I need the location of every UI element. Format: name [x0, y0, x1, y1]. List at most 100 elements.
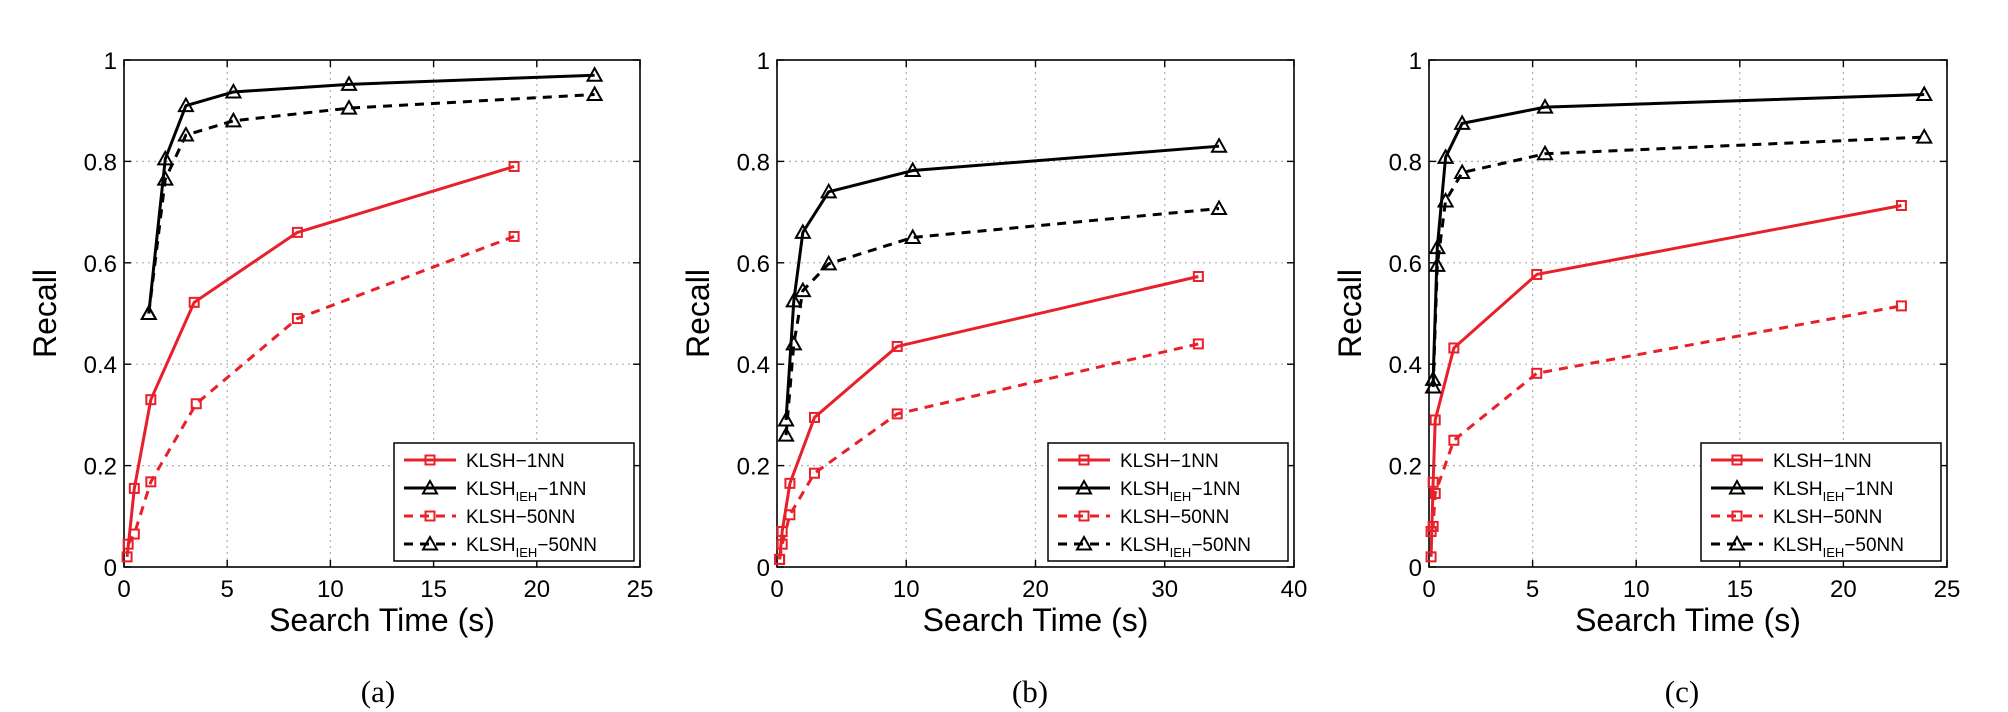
p3-legend: KLSH−1NN KLSHIEH−1NN KLSH−50NN KLSHIEH−50NN	[1700, 442, 1942, 562]
p3-data-point	[1915, 85, 1933, 101]
p2-data-point	[1192, 338, 1204, 350]
p3-legend-label: KLSHIEH−50NN	[1773, 535, 1904, 560]
p2-y-tick-label: 0.2	[737, 454, 770, 481]
p1-data-point	[508, 230, 520, 242]
p1-data-point	[177, 96, 195, 113]
p1-data-point	[128, 482, 140, 494]
p1-y-axis-label: Recall	[27, 269, 63, 358]
p2-y-tick-label: 0	[757, 555, 770, 582]
p1-series-line	[125, 165, 515, 558]
p2-data-point	[1210, 137, 1228, 153]
p3-data-point	[1428, 256, 1446, 272]
p2-data-point	[819, 254, 838, 271]
p3-series-line	[1431, 92, 1925, 380]
p1-series-line	[147, 92, 595, 314]
p2-data-point	[777, 410, 795, 427]
p3-x-tick-label: 20	[1830, 576, 1857, 603]
caption-a: (a)	[361, 674, 395, 709]
p2-y-tick-label: 1	[757, 48, 770, 75]
p1-legend: KLSH−1NN KLSHIEH−1NN KLSH−50NN KLSHIEH−50NN	[393, 442, 635, 562]
p3-legend-marker	[1731, 510, 1743, 522]
p3-x-tick-label: 15	[1726, 576, 1753, 603]
p1-data-point	[340, 99, 358, 115]
p3-data-point	[1425, 551, 1437, 563]
chart-panel-c: 0 5 10 15 20 25 0 0.2 0.4 0.6 0.8 1 Search Time (s) R…	[1332, 48, 1960, 638]
p2-data-point	[777, 426, 795, 442]
p2-data-point	[784, 477, 796, 489]
p1-y-tick-label: 1	[104, 48, 117, 75]
p1-x-axis-label: Search Time (s)	[269, 602, 495, 638]
p1-data-point	[190, 398, 202, 410]
caption-c: (c)	[1665, 674, 1699, 709]
p1-legend-marker	[421, 478, 439, 495]
p3-data-point	[1429, 487, 1441, 499]
p2-data-point	[819, 182, 838, 199]
p1-x-tick-label: 25	[627, 576, 654, 603]
p2-data-point	[794, 223, 812, 239]
p2-data-point	[794, 281, 812, 298]
p1-series-4	[140, 85, 604, 320]
p1-series-line	[126, 235, 515, 545]
p2-y-tick-label: 0.6	[737, 251, 770, 278]
p1-y-tick-label: 0.6	[84, 251, 117, 278]
p3-axes-frame	[1428, 59, 1948, 568]
p3-data-point	[1531, 268, 1543, 280]
p2-legend-label: KLSHIEH−50NN	[1120, 535, 1251, 560]
p3-data-point	[1427, 520, 1439, 532]
p2-data-point	[1210, 199, 1228, 216]
p1-data-point	[224, 82, 243, 99]
p1-data-point	[145, 476, 157, 488]
p2-data-point	[891, 408, 903, 420]
p1-legend-marker	[421, 534, 439, 551]
p3-legend-marker	[1731, 454, 1743, 466]
p3-data-point	[1429, 414, 1441, 426]
p2-legend-marker	[1078, 510, 1090, 522]
p3-data-point	[1536, 98, 1554, 114]
p3-y-tick-label: 1	[1409, 48, 1422, 75]
p2-x-tick-label: 10	[893, 576, 920, 603]
p1-data-point	[188, 296, 200, 308]
p2-data-point	[904, 228, 922, 244]
p1-data-point	[121, 551, 133, 563]
p1-data-point	[291, 226, 303, 238]
p2-data-point	[1192, 270, 1204, 282]
p1-data-point	[156, 170, 174, 186]
chart-panel-b: 0 10 20 30 40 0 0.2 0.4 0.6 0.8 1 Search Time (s) Re…	[680, 48, 1307, 638]
p1-x-tick-label: 15	[420, 576, 447, 603]
p3-legend-marker	[1728, 478, 1746, 495]
p3-data-point	[1424, 377, 1442, 394]
p2-series-line	[784, 207, 1220, 436]
p1-data-point	[585, 85, 604, 101]
p1-data-point	[145, 394, 157, 406]
p2-series-2	[777, 137, 1228, 427]
p3-y-tick-label: 0.6	[1389, 251, 1422, 278]
p2-x-tick-label: 0	[770, 576, 783, 603]
p2-y-axis-label: Recall	[680, 269, 716, 358]
p3-series-line	[1431, 135, 1925, 388]
p2-data-point	[785, 291, 803, 308]
p1-x-tick-label: 5	[221, 576, 234, 603]
p3-legend-label: KLSHIEH−1NN	[1773, 479, 1893, 504]
p3-x-tick-label: 25	[1934, 576, 1961, 603]
p3-y-tick-label: 0.2	[1389, 454, 1422, 481]
p3-data-point	[1428, 238, 1446, 255]
p1-data-point	[508, 160, 520, 172]
p3-series-1	[1425, 200, 1907, 563]
p1-data-point	[291, 313, 303, 325]
p2-data-point	[808, 411, 820, 423]
p1-legend-marker	[424, 454, 436, 466]
p1-data-point	[140, 304, 158, 320]
p2-x-tick-label: 30	[1151, 576, 1178, 603]
p3-series-line	[1429, 204, 1902, 557]
p1-series-3	[122, 230, 520, 550]
p3-data-point	[1915, 128, 1933, 144]
p3-x-axis-label: Search Time (s)	[1575, 602, 1801, 638]
p1-legend-label: KLSHIEH−50NN	[466, 535, 597, 560]
p3-data-point	[1436, 191, 1455, 208]
p2-series-line	[784, 144, 1220, 421]
p3-data-point	[1536, 144, 1554, 161]
p1-x-tick-label: 0	[117, 576, 130, 603]
p1-data-point	[177, 125, 195, 142]
p2-x-axis-label: Search Time (s)	[923, 602, 1149, 638]
p2-series-4	[777, 199, 1228, 442]
